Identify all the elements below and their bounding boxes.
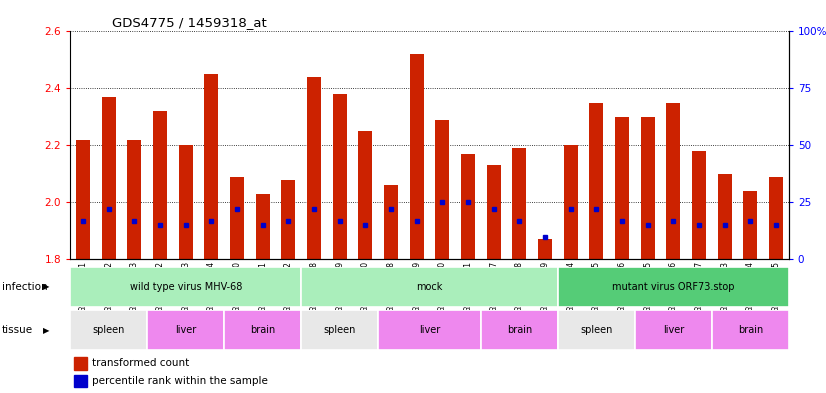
Text: infection: infection <box>2 282 47 292</box>
Bar <box>102 97 116 259</box>
Bar <box>224 310 301 350</box>
Bar <box>487 165 501 259</box>
Bar <box>692 151 706 259</box>
Bar <box>333 94 347 259</box>
Text: liver: liver <box>175 325 197 335</box>
Bar <box>635 310 712 350</box>
Text: spleen: spleen <box>324 325 356 335</box>
Text: liver: liver <box>662 325 684 335</box>
Text: percentile rank within the sample: percentile rank within the sample <box>92 376 268 386</box>
Bar <box>301 267 558 307</box>
Bar <box>70 267 301 307</box>
Bar <box>481 310 558 350</box>
Bar <box>410 54 424 259</box>
Text: mutant virus ORF73.stop: mutant virus ORF73.stop <box>612 282 734 292</box>
Bar <box>769 177 783 259</box>
Text: ▶: ▶ <box>43 283 50 291</box>
Bar <box>667 103 681 259</box>
Text: liver: liver <box>419 325 440 335</box>
Text: brain: brain <box>738 325 763 335</box>
Text: GDS4775 / 1459318_at: GDS4775 / 1459318_at <box>112 16 266 29</box>
Bar <box>558 267 789 307</box>
Bar <box>641 117 655 259</box>
Text: tissue: tissue <box>2 325 33 335</box>
Bar <box>74 357 87 369</box>
Text: spleen: spleen <box>93 325 125 335</box>
Bar <box>282 180 296 259</box>
Bar <box>76 140 90 259</box>
Bar <box>307 77 321 259</box>
Bar <box>512 148 526 259</box>
Bar <box>153 111 167 259</box>
Bar <box>178 145 192 259</box>
Bar <box>384 185 398 259</box>
Bar <box>147 310 224 350</box>
Bar <box>538 239 552 259</box>
Bar <box>301 310 378 350</box>
Bar <box>204 74 218 259</box>
Bar <box>435 120 449 259</box>
Bar <box>378 310 481 350</box>
Text: brain: brain <box>250 325 275 335</box>
Bar <box>70 310 147 350</box>
Bar <box>712 310 789 350</box>
Text: transformed count: transformed count <box>92 358 189 368</box>
Bar <box>358 131 373 259</box>
Text: wild type virus MHV-68: wild type virus MHV-68 <box>130 282 242 292</box>
Bar <box>563 145 577 259</box>
Bar <box>743 191 757 259</box>
Bar <box>127 140 141 259</box>
Bar <box>615 117 629 259</box>
Bar <box>74 375 87 387</box>
Text: ▶: ▶ <box>43 326 50 334</box>
Text: spleen: spleen <box>580 325 613 335</box>
Bar <box>718 174 732 259</box>
Text: brain: brain <box>506 325 532 335</box>
Bar <box>230 177 244 259</box>
Bar <box>589 103 604 259</box>
Bar <box>255 194 270 259</box>
Bar <box>558 310 635 350</box>
Text: mock: mock <box>416 282 443 292</box>
Bar <box>461 154 475 259</box>
